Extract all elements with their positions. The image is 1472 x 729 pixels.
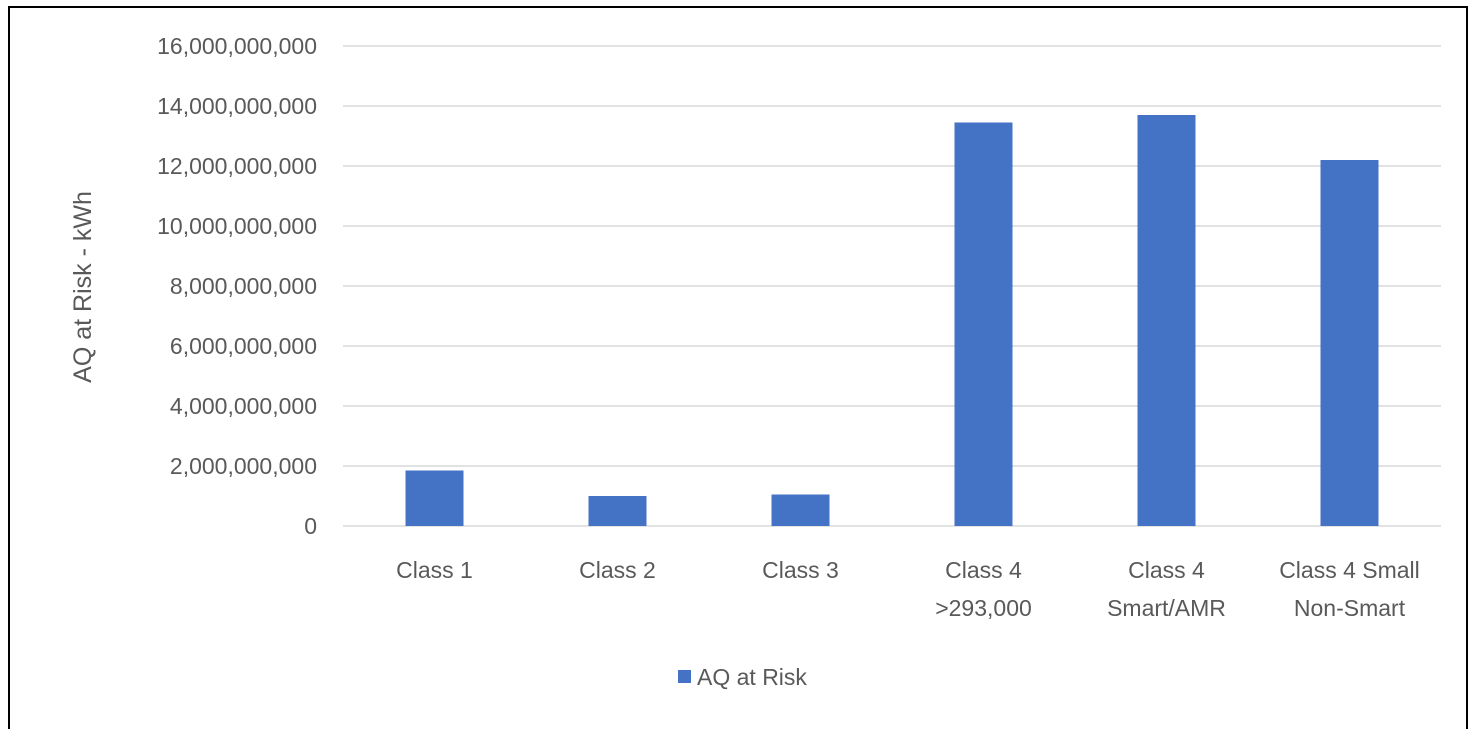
x-tick-label: Class 4 Small — [1279, 557, 1420, 583]
y-tick-label: 6,000,000,000 — [170, 333, 317, 359]
bar — [405, 470, 464, 526]
x-tick-label: >293,000 — [935, 595, 1032, 621]
y-tick-label: 12,000,000,000 — [157, 153, 317, 179]
chart-frame — [8, 6, 1468, 729]
x-tick-label: Class 4 — [945, 557, 1022, 583]
y-tick-label: 0 — [304, 513, 317, 539]
y-axis-title: AQ at Risk - kWh — [69, 191, 97, 383]
bar — [1137, 115, 1196, 526]
bar — [1320, 160, 1379, 526]
bar — [954, 122, 1013, 526]
bar — [588, 496, 647, 526]
y-tick-label: 14,000,000,000 — [157, 93, 317, 119]
legend-swatch — [678, 670, 691, 683]
x-tick-labels: Class 1 Class 2 Class 3 Class 4 >293,000 Clas… — [396, 557, 1420, 621]
gridlines — [343, 45, 1441, 527]
y-tick-label: 8,000,000,000 — [170, 273, 317, 299]
bar — [771, 494, 830, 526]
legend-label: AQ at Risk — [697, 664, 807, 690]
legend: AQ at Risk — [678, 664, 807, 690]
x-tick-label: Class 4 — [1128, 557, 1205, 583]
x-tick-label: Class 2 — [579, 557, 656, 583]
bars — [405, 115, 1379, 526]
y-tick-label: 4,000,000,000 — [170, 393, 317, 419]
x-tick-label: Class 1 — [396, 557, 473, 583]
x-tick-label: Non-Smart — [1294, 595, 1406, 621]
y-tick-labels: 0 2,000,000,000 4,000,000,000 6,000,000,000… — [157, 33, 317, 539]
y-tick-label: 16,000,000,000 — [157, 33, 317, 59]
x-tick-label: Class 3 — [762, 557, 839, 583]
y-tick-label: 2,000,000,000 — [170, 453, 317, 479]
y-tick-label: 10,000,000,000 — [157, 213, 317, 239]
x-tick-label: Smart/AMR — [1107, 595, 1226, 621]
